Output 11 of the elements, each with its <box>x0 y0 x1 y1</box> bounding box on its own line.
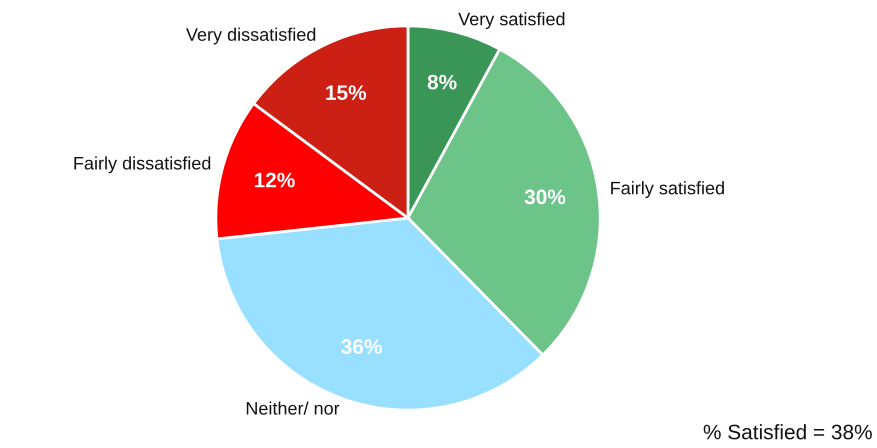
text: % Satisfied = 38% <box>704 424 872 440</box>
slice-label: Very satisfied <box>458 12 564 30</box>
data-label: 30% <box>524 190 566 204</box>
data-label: 15% <box>326 85 366 100</box>
data-label: 12% <box>254 172 295 188</box>
data-label: 36% <box>341 339 382 354</box>
slice-label: Neither/ nor <box>246 401 340 415</box>
slice-label: Fairly satisfied <box>611 181 724 198</box>
slice-label: Fairly dissatisfied <box>74 156 210 174</box>
slice-label: Very dissatisfied <box>186 28 316 44</box>
data-label: 8% <box>428 74 457 90</box>
